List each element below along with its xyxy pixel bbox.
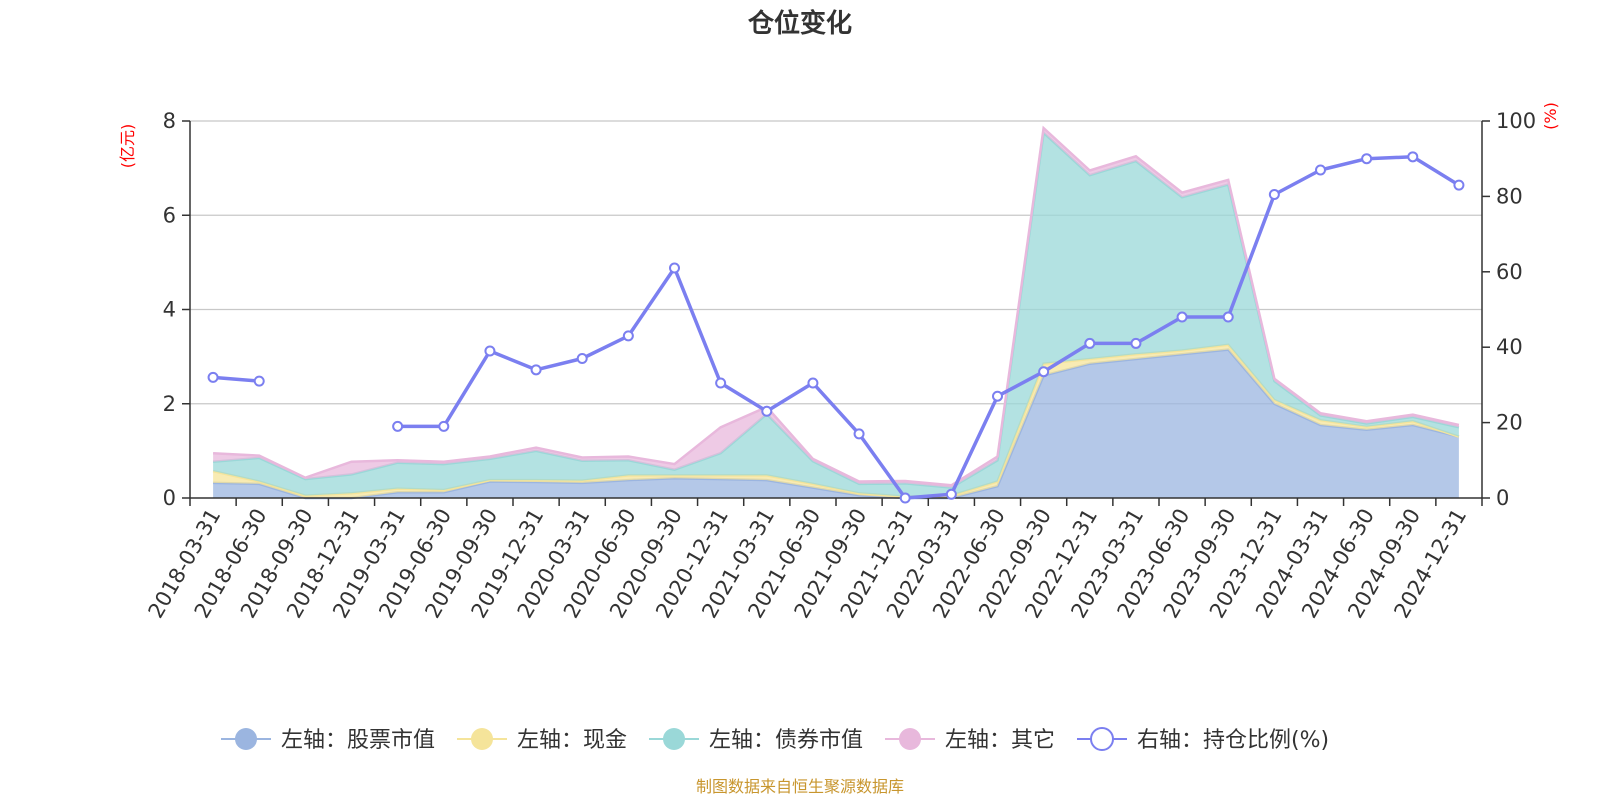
legend-label-3: 左轴：其它 — [945, 728, 1055, 753]
ratio-point-11 — [715, 377, 727, 389]
ratio-point-1 — [253, 375, 265, 387]
area-2-segment-0 — [213, 132, 1459, 497]
ratio-line-layer — [207, 151, 1465, 504]
area-layers — [212, 125, 1460, 500]
right-tick-label-2: 40 — [1496, 335, 1523, 359]
legend-marker-2 — [663, 728, 685, 750]
right-tick-label-0: 0 — [1496, 486, 1509, 510]
source-note: 制图数据来自恒生聚源数据库 — [696, 777, 904, 796]
chart-title: 仓位变化 — [747, 8, 852, 39]
left-tick-label-4: 8 — [163, 109, 176, 133]
ratio-point-25 — [1361, 153, 1373, 165]
ratio-point-23 — [1268, 189, 1280, 201]
axes: 024680204060801002018-03-312018-06-30201… — [144, 109, 1537, 622]
legend-label-1: 左轴：现金 — [517, 728, 627, 753]
ratio-point-4 — [392, 420, 404, 432]
ratio-point-21 — [1176, 311, 1188, 323]
right-axis-unit: (%) — [1541, 102, 1560, 130]
legend-marker-0 — [235, 728, 257, 750]
ratio-point-9 — [622, 330, 634, 342]
grid — [190, 120, 1482, 405]
ratio-point-10 — [669, 262, 680, 274]
ratio-point-8 — [576, 353, 588, 365]
ratio-point-19 — [1084, 337, 1096, 349]
right-tick-label-4: 80 — [1496, 184, 1523, 208]
legend-marker-1 — [471, 728, 493, 750]
ratio-point-26 — [1407, 151, 1419, 163]
ratio-point-24 — [1315, 164, 1326, 176]
left-tick-label-1: 2 — [163, 392, 176, 416]
ratio-point-14 — [853, 428, 865, 440]
left-tick-label-2: 4 — [163, 298, 176, 322]
legend-label-4: 右轴：持仓比例(%) — [1137, 728, 1329, 753]
right-tick-label-1: 20 — [1496, 411, 1523, 435]
ratio-line — [212, 155, 1460, 500]
right-tick-label-5: 100 — [1496, 109, 1536, 133]
legend-marker-4 — [1090, 727, 1114, 751]
right-tick-label-3: 60 — [1496, 260, 1523, 284]
legend-label-2: 左轴：债券市值 — [709, 728, 863, 753]
ratio-point-15 — [899, 492, 911, 504]
ratio-point-18 — [1038, 366, 1050, 378]
ratio-point-17 — [992, 390, 1003, 402]
ratio-point-6 — [484, 345, 496, 357]
ratio-point-27 — [1453, 179, 1465, 191]
legend-label-0: 左轴：股票市值 — [281, 728, 435, 753]
ratio-point-12 — [761, 405, 773, 417]
left-axis-unit: (亿元) — [118, 124, 137, 169]
area-edge-3-segment-0 — [213, 125, 1460, 487]
left-tick-label-0: 0 — [163, 486, 176, 510]
ratio-point-13 — [807, 377, 819, 389]
ratio-point-7 — [530, 364, 542, 376]
ratio-point-22 — [1222, 311, 1234, 323]
area-0-segment-0 — [213, 349, 1459, 498]
ratio-point-20 — [1130, 337, 1142, 349]
legend-marker-3 — [899, 728, 921, 750]
ratio-point-16 — [945, 488, 957, 500]
ratio-point-5 — [438, 420, 450, 432]
ratio-point-0 — [207, 371, 219, 383]
legend: 左轴：股票市值 左轴：现金 左轴：债券市值 左轴：其它 右轴：持仓比例(%) — [221, 727, 1329, 753]
left-tick-label-3: 6 — [163, 203, 176, 227]
